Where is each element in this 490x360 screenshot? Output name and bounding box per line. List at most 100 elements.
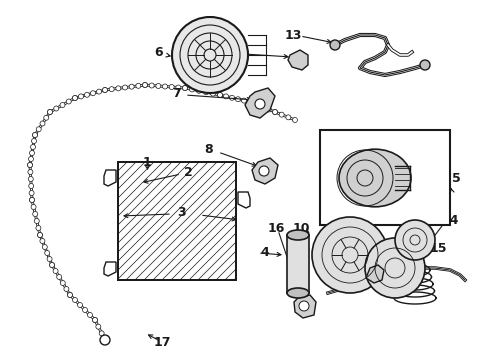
Text: 5: 5 — [452, 171, 461, 185]
Text: 16: 16 — [268, 221, 285, 234]
Circle shape — [330, 40, 340, 50]
Text: 3: 3 — [177, 206, 185, 219]
Circle shape — [66, 99, 71, 104]
Circle shape — [73, 297, 77, 302]
Polygon shape — [288, 50, 308, 70]
Polygon shape — [245, 88, 275, 118]
Circle shape — [266, 107, 271, 112]
Circle shape — [40, 121, 45, 126]
Circle shape — [68, 292, 73, 297]
Circle shape — [53, 269, 58, 274]
Circle shape — [27, 162, 32, 167]
Circle shape — [36, 127, 41, 132]
Ellipse shape — [287, 230, 309, 240]
Text: 2: 2 — [184, 166, 193, 179]
Circle shape — [38, 233, 43, 238]
Text: 11: 11 — [433, 198, 451, 212]
Circle shape — [60, 103, 65, 108]
Circle shape — [312, 217, 388, 293]
Circle shape — [254, 102, 259, 107]
Circle shape — [29, 190, 34, 195]
Circle shape — [45, 251, 49, 256]
Circle shape — [84, 92, 90, 97]
Circle shape — [229, 95, 235, 100]
Circle shape — [190, 87, 195, 92]
Circle shape — [109, 87, 114, 92]
Circle shape — [27, 162, 32, 167]
Circle shape — [48, 109, 52, 114]
Circle shape — [38, 233, 43, 238]
Circle shape — [93, 318, 98, 323]
Circle shape — [299, 301, 309, 311]
Circle shape — [68, 292, 73, 297]
Circle shape — [73, 95, 77, 100]
Circle shape — [116, 86, 121, 91]
Circle shape — [203, 90, 209, 95]
Text: 17: 17 — [153, 336, 171, 348]
Circle shape — [28, 176, 33, 181]
Circle shape — [211, 91, 216, 96]
Ellipse shape — [339, 149, 411, 207]
Circle shape — [88, 312, 93, 318]
Circle shape — [97, 89, 101, 94]
Text: 15: 15 — [429, 242, 447, 255]
Text: 6: 6 — [155, 45, 163, 59]
Polygon shape — [366, 265, 384, 283]
Circle shape — [47, 256, 52, 261]
Circle shape — [176, 85, 181, 90]
Circle shape — [36, 225, 41, 230]
Circle shape — [122, 85, 127, 90]
Polygon shape — [104, 262, 116, 276]
Bar — [118, 162, 236, 280]
Circle shape — [93, 318, 98, 323]
Ellipse shape — [287, 288, 309, 298]
Circle shape — [279, 112, 284, 117]
Circle shape — [32, 132, 38, 138]
Circle shape — [29, 150, 34, 156]
Circle shape — [102, 87, 107, 93]
Circle shape — [73, 95, 77, 100]
Circle shape — [247, 99, 252, 104]
Circle shape — [28, 157, 33, 162]
Circle shape — [242, 98, 246, 103]
Circle shape — [182, 86, 188, 90]
Circle shape — [172, 17, 248, 93]
Circle shape — [102, 87, 107, 93]
Circle shape — [31, 139, 36, 144]
Polygon shape — [252, 158, 278, 184]
Text: 4: 4 — [261, 247, 270, 260]
Circle shape — [100, 335, 110, 345]
Bar — [118, 162, 236, 280]
Polygon shape — [104, 170, 116, 186]
Circle shape — [163, 84, 168, 89]
Circle shape — [29, 198, 34, 202]
Circle shape — [49, 262, 54, 267]
Circle shape — [218, 93, 222, 98]
Circle shape — [136, 83, 141, 88]
Polygon shape — [294, 295, 316, 318]
Circle shape — [149, 83, 154, 88]
Circle shape — [255, 99, 265, 109]
Circle shape — [272, 109, 277, 114]
Circle shape — [30, 144, 35, 149]
Circle shape — [272, 109, 277, 114]
Text: 9: 9 — [231, 45, 239, 59]
Circle shape — [169, 85, 174, 90]
Circle shape — [420, 60, 430, 70]
Circle shape — [40, 239, 45, 243]
Circle shape — [129, 84, 134, 89]
Circle shape — [196, 88, 201, 93]
Text: 12: 12 — [416, 242, 434, 255]
Bar — [287, 235, 309, 293]
Text: 7: 7 — [172, 86, 180, 99]
Circle shape — [33, 212, 38, 216]
Circle shape — [260, 104, 265, 109]
Circle shape — [293, 117, 297, 122]
Circle shape — [31, 204, 36, 210]
Circle shape — [102, 338, 107, 342]
Circle shape — [77, 302, 82, 307]
Circle shape — [143, 82, 147, 87]
Circle shape — [64, 287, 69, 292]
Circle shape — [365, 238, 425, 298]
Circle shape — [247, 99, 252, 104]
